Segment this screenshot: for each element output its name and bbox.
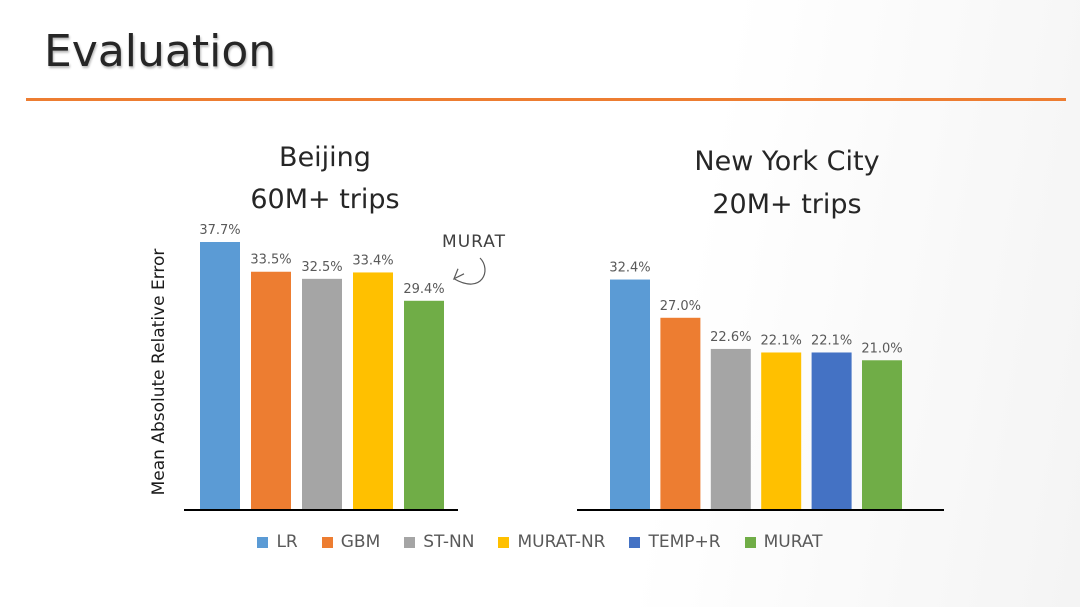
beijing-bar-murat-nr (353, 272, 393, 509)
beijing-value-label-gbm: 33.5% (250, 253, 291, 268)
nyc-chart-title-line-1: New York City (694, 146, 879, 177)
beijing-value-label-st-nn: 32.5% (301, 260, 342, 275)
legend-swatch-murat (744, 536, 756, 548)
nyc-chart: 32.4% 27.0% 22.6% 22.1% 22.1% 21.0% New York C… (577, 146, 944, 511)
beijing-value-label-lr: 37.7% (199, 223, 240, 238)
beijing-chart: 37.7% 33.5% 32.5% 33.4% 29.4% Beijing 60M+ tri… (149, 142, 506, 511)
nyc-bar-temp-r (811, 352, 852, 509)
legend-item-murat: MURAT (744, 532, 823, 552)
nyc-bar-gbm (660, 317, 701, 509)
legend-label-gbm: GBM (340, 532, 381, 552)
murat-annotation-text: MURAT (442, 232, 506, 252)
nyc-chart-title-line-2: 20M+ trips (712, 189, 861, 220)
legend-item-murat-nr: MURAT-NR (498, 532, 605, 552)
legend-label-temp-r: TEMP+R (648, 532, 721, 552)
beijing-bar-st-nn (302, 278, 342, 509)
legend-label-murat-nr: MURAT-NR (517, 532, 606, 552)
beijing-chart-title-line-1: Beijing (279, 142, 371, 173)
chart-legend: LR GBM ST-NN MURAT-NR TEMP+R MURAT (0, 532, 1080, 552)
legend-label-st-nn: ST-NN (423, 532, 475, 552)
beijing-value-label-murat-nr: 33.4% (352, 253, 393, 268)
beijing-chart-title-line-2: 60M+ trips (250, 184, 399, 215)
nyc-value-label-gbm: 27.0% (660, 299, 701, 314)
legend-item-st-nn: ST-NN (404, 532, 474, 552)
legend-swatch-gbm (321, 536, 333, 548)
legend-swatch-murat-nr (498, 536, 510, 548)
murat-annotation-arrow (453, 257, 486, 285)
beijing-y-axis-label: Mean Absolute Relative Error (149, 249, 169, 496)
legend-label-murat: MURAT (763, 532, 823, 552)
nyc-value-label-st-nn: 22.6% (710, 330, 751, 345)
nyc-value-label-lr: 32.4% (609, 261, 650, 276)
beijing-bar-lr (200, 242, 240, 509)
title-divider (26, 98, 1066, 101)
legend-label-lr: LR (276, 532, 298, 552)
legend-item-gbm: GBM (321, 532, 381, 552)
nyc-bar-lr (610, 279, 650, 509)
beijing-bar-gbm (251, 271, 291, 509)
legend-swatch-temp-r (629, 536, 641, 548)
nyc-bar-st-nn (710, 348, 751, 509)
murat-annotation-arrowhead (452, 268, 465, 281)
nyc-value-label-temp-r: 22.1% (811, 333, 852, 348)
legend-swatch-lr (257, 536, 269, 548)
legend-item-temp-r: TEMP+R (629, 532, 721, 552)
beijing-bar-murat (404, 300, 444, 509)
beijing-value-label-murat: 29.4% (403, 282, 444, 297)
nyc-bar-murat-nr (761, 352, 802, 509)
slide-title: Evaluation (44, 26, 277, 77)
nyc-value-label-murat: 21.0% (861, 341, 902, 356)
legend-item-lr: LR (257, 532, 298, 552)
nyc-bar-murat (862, 360, 902, 509)
nyc-value-label-murat-nr: 22.1% (761, 333, 802, 348)
legend-swatch-st-nn (404, 536, 416, 548)
